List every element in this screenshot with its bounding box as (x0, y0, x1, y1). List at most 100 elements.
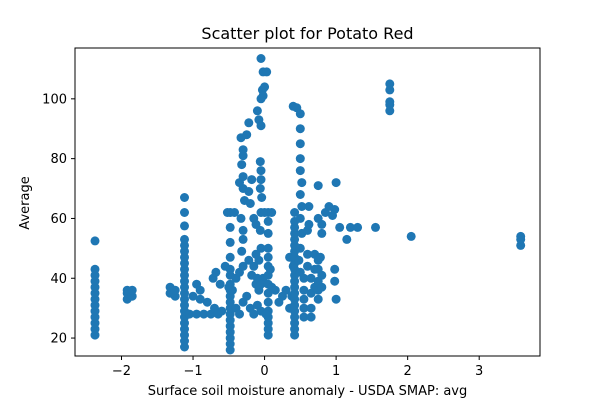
data-point (90, 236, 100, 246)
data-point (188, 291, 198, 301)
data-point (90, 264, 100, 274)
y-tick-label: 40 (50, 272, 67, 287)
data-point (306, 312, 316, 322)
data-point (185, 309, 194, 319)
data-point (261, 309, 271, 319)
data-points (90, 54, 526, 355)
data-point (199, 309, 209, 319)
data-point (227, 285, 237, 295)
data-point (295, 109, 305, 119)
data-point (516, 231, 526, 241)
data-point (238, 261, 248, 271)
data-point (299, 312, 309, 322)
data-point (244, 255, 254, 265)
data-point (295, 154, 305, 164)
data-point (260, 208, 270, 217)
data-point (317, 228, 327, 238)
data-point (180, 221, 189, 231)
data-point (303, 249, 312, 259)
data-point (371, 222, 380, 232)
data-point (249, 261, 259, 271)
data-point (294, 255, 304, 265)
data-point (304, 202, 314, 211)
data-point (256, 243, 266, 253)
data-point (242, 291, 252, 301)
data-point (247, 175, 257, 185)
data-point (225, 237, 235, 247)
x-tick-label: 2 (404, 364, 412, 379)
x-axis-ticks: −2 −1 0 1 2 3 (112, 356, 483, 379)
plot-frame (74, 47, 541, 357)
data-point (256, 279, 266, 289)
data-point (255, 157, 265, 167)
data-point (192, 309, 202, 319)
data-point (295, 243, 305, 253)
data-point (256, 121, 266, 131)
data-point (238, 145, 248, 155)
data-point (295, 190, 305, 199)
data-point (236, 213, 246, 223)
data-point (335, 222, 345, 232)
data-point (237, 160, 247, 170)
data-point (225, 264, 235, 274)
chart-title: Scatter plot for Potato Red (201, 24, 413, 43)
data-point (265, 264, 275, 274)
x-tick-label: 3 (475, 364, 483, 379)
data-point (260, 82, 270, 92)
data-point (127, 285, 137, 295)
data-point (242, 130, 252, 140)
data-point (263, 216, 273, 226)
data-point (299, 303, 309, 313)
data-point (237, 246, 247, 256)
data-point (385, 79, 395, 89)
data-point (295, 166, 305, 176)
data-point (249, 309, 259, 319)
y-tick-label: 80 (50, 152, 67, 167)
data-point (303, 261, 312, 271)
data-point (281, 285, 291, 295)
data-point (297, 202, 307, 211)
data-point (299, 285, 309, 295)
x-tick-label: 0 (260, 364, 268, 379)
data-point (304, 219, 314, 229)
data-point (180, 193, 189, 202)
data-point (256, 54, 266, 63)
data-point (295, 213, 305, 223)
data-point (290, 208, 300, 217)
data-point (406, 231, 416, 241)
y-axis-ticks: 20 40 60 80 100 (42, 92, 75, 347)
data-point (170, 285, 180, 295)
y-tick-label: 100 (42, 92, 67, 107)
data-point (255, 184, 265, 193)
data-point (263, 228, 273, 238)
data-point (306, 273, 316, 283)
data-point (252, 106, 262, 116)
data-point (256, 166, 266, 176)
data-point (217, 306, 227, 316)
data-point (297, 178, 307, 188)
data-point (330, 205, 340, 214)
data-point (238, 172, 248, 182)
y-axis-label: Average (18, 176, 33, 229)
data-point (215, 279, 225, 289)
data-point (330, 276, 340, 286)
data-point (244, 187, 254, 196)
data-point (331, 178, 341, 188)
data-point (342, 234, 352, 244)
data-point (270, 285, 280, 295)
data-point (313, 294, 323, 304)
data-point (245, 199, 255, 208)
data-point (299, 273, 309, 283)
data-point (256, 175, 266, 185)
data-point (235, 309, 244, 319)
data-point (195, 285, 205, 295)
data-point (230, 208, 239, 217)
data-point (295, 139, 305, 149)
data-point (238, 234, 248, 244)
data-point (251, 249, 261, 259)
y-tick-label: 60 (50, 212, 67, 227)
data-point (267, 208, 277, 217)
data-point (331, 294, 341, 304)
